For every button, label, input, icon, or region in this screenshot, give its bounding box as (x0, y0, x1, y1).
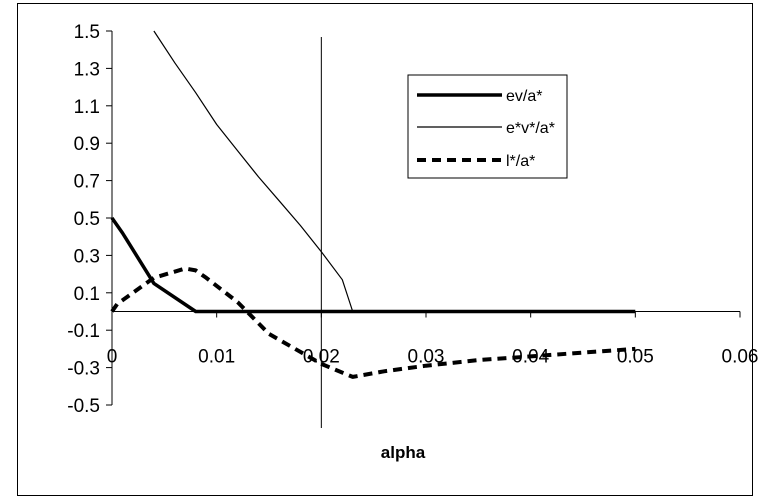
legend: ev/a* e*v*/a* l*/a* (407, 74, 568, 179)
y-tick-label: 1.5 (74, 22, 100, 43)
y-tick-label: 0.5 (74, 209, 100, 230)
x-tick-label: 0.01 (198, 347, 235, 368)
x-tick-label: 0.05 (617, 347, 654, 368)
chart-area (17, 3, 753, 496)
series-layer (110, 30, 636, 379)
x-tick-label: 0.03 (408, 347, 445, 368)
y-tick-label: -0.5 (67, 396, 100, 417)
y-tick-label: 1.1 (74, 97, 100, 118)
y-tick-label: 0.1 (74, 284, 100, 305)
x-tick-label: 0.02 (303, 347, 340, 368)
x-tick-label: 0 (107, 347, 118, 368)
series-line-0 (110, 216, 636, 314)
x-axis-title: alpha (381, 443, 426, 462)
x-tick-label: 0.06 (722, 347, 759, 368)
y-tick-label: -0.3 (67, 359, 100, 380)
y-tick-label: 1.3 (74, 59, 100, 80)
y-tick-label: 0.9 (74, 134, 100, 155)
y-tick-label: 0.7 (74, 172, 100, 193)
y-tick-label: 0.3 (74, 246, 100, 267)
legend-label-ev-a: ev/a* (506, 88, 542, 105)
axes: 1.5 1.3 1.1 0.9 0.7 0.5 0.3 0.1 -0.1 -0.3 -0.5 0 0.0… (67, 22, 758, 417)
y-tick-label: -0.1 (67, 321, 100, 342)
legend-label-l-a: l*/a* (506, 153, 535, 170)
series-line-1 (153, 30, 354, 312)
legend-label-e-v-a: e*v*/a* (506, 120, 555, 137)
series-line-2 (110, 266, 636, 379)
